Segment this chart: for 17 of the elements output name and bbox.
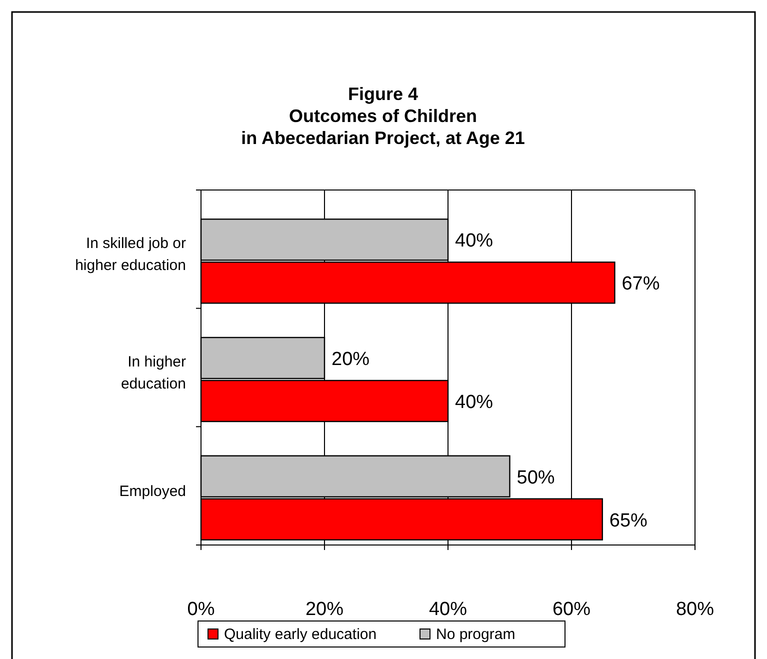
legend-label: No program [436,626,516,643]
x-tick-label: 60% [552,599,591,620]
y-tick-label: Employed [119,482,186,500]
legend-label: Quality early education [224,626,377,643]
chart-title: Figure 4 Outcomes of Children in Abecedarian Project, at Age 21 [241,84,525,148]
text: 40% [455,392,494,413]
y-tick-label: In skilled job or higher education [75,235,186,274]
text: 50% [516,467,555,488]
x-tick-label: 20% [305,599,344,620]
text: 67% [622,274,660,295]
y-tick-label: In higher education [120,354,186,392]
text: 40% [455,230,494,252]
text: 20% [332,349,370,370]
x-tick-label: 40% [428,599,468,620]
x-tick-label: 80% [676,599,714,620]
text: 65% [609,510,648,532]
x-tick-label: 0% [187,599,215,620]
